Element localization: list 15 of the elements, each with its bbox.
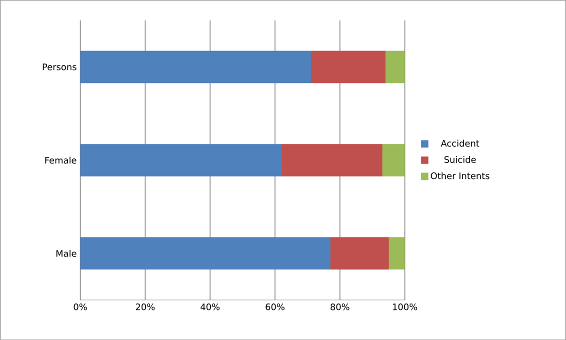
y-tick-label: Persons	[42, 63, 76, 70]
x-tick-label: 60%	[266, 303, 284, 310]
bar	[330, 237, 389, 270]
x-tick-label: 80%	[330, 303, 350, 310]
y-tick-label: Female	[45, 156, 76, 164]
x-tick-label: 40%	[200, 303, 220, 310]
x-tick-label: 100%	[393, 303, 418, 310]
y-tick-label: Male	[56, 250, 76, 257]
legend-label: Suicide	[444, 156, 476, 163]
legend-label: Accident	[440, 140, 480, 147]
x-tick-label: 0%	[74, 303, 87, 310]
bar	[281, 144, 382, 176]
legend-label: Other Intents	[430, 172, 490, 180]
x-tick-label: 20%	[136, 303, 155, 310]
bar	[310, 50, 386, 83]
